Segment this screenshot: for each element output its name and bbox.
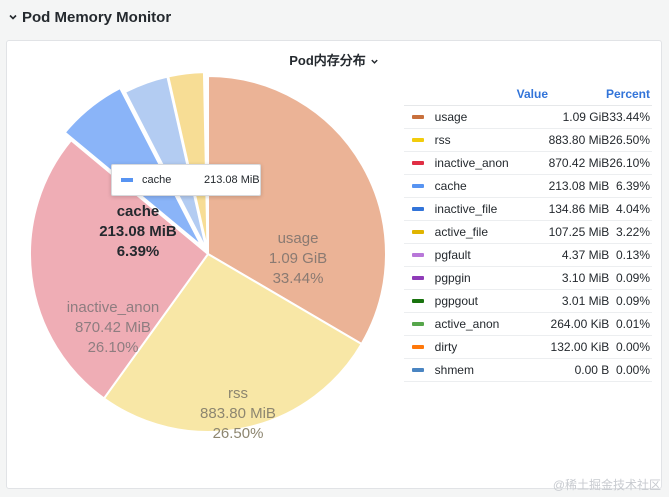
- pie-label-percent: 33.44%: [273, 270, 324, 287]
- legend-series-value: 107.25 MiB: [548, 225, 610, 239]
- legend-series-name[interactable]: active_anon: [434, 317, 500, 331]
- legend-series-percent: 0.13%: [615, 248, 651, 262]
- legend-series-value: 264.00 KiB: [550, 317, 610, 331]
- pie-chart[interactable]: usage 1.09 GiB 33.44% rss 883.80 MiB 26.50% in…: [7, 41, 402, 490]
- legend-row-inactive-file[interactable]: inactive_file 134.86 MiB 4.04%: [404, 198, 652, 221]
- pie-label-cache: cache 213.08 MiB 6.39%: [99, 203, 177, 260]
- legend-swatch[interactable]: [412, 322, 424, 326]
- legend-series-value: 1.09 GiB: [562, 110, 610, 124]
- legend-series-percent: 0.09%: [615, 271, 651, 285]
- legend-series-percent: 0.00%: [615, 340, 651, 354]
- legend-series-percent: 3.22%: [615, 225, 651, 239]
- legend-percent-header[interactable]: Percent: [605, 87, 650, 101]
- chevron-down-icon[interactable]: [370, 54, 379, 69]
- legend-series-percent: 4.04%: [615, 202, 651, 216]
- pie-label-value: 883.80 MiB: [200, 405, 276, 422]
- legend-series-percent: 26.50%: [609, 133, 651, 147]
- legend-series-percent: 0.00%: [615, 363, 651, 377]
- legend-row-active-file[interactable]: active_file 107.25 MiB 3.22%: [404, 221, 652, 244]
- pie-slice-active-file[interactable]: [167, 71, 209, 251]
- legend-series-name[interactable]: pgpgout: [434, 294, 479, 308]
- tooltip-swatch: [121, 178, 133, 182]
- legend-series-value: 3.10 MiB: [561, 271, 610, 285]
- legend-series-percent: 0.09%: [615, 294, 651, 308]
- legend-row-usage[interactable]: usage 1.09 GiB 33.44%: [404, 106, 652, 129]
- legend-row-active-anon[interactable]: active_anon 264.00 KiB 0.01%: [404, 313, 652, 336]
- pie-label-usage: usage 1.09 GiB 33.44%: [269, 230, 327, 287]
- pie-label-value: 213.08 MiB: [99, 223, 177, 240]
- legend-series-percent: 0.01%: [615, 317, 651, 331]
- legend-series-percent: 6.39%: [615, 179, 651, 193]
- tooltip-series-value: 213.08 MiB: [204, 174, 260, 186]
- legend-series-value: 870.42 MiB: [548, 156, 610, 170]
- legend-swatch[interactable]: [412, 253, 424, 257]
- legend-series-name[interactable]: rss: [434, 133, 451, 147]
- tooltip-series-name: cache: [142, 174, 172, 186]
- row-title[interactable]: Pod Memory Monitor: [22, 8, 172, 26]
- legend-swatch[interactable]: [412, 207, 424, 211]
- legend-series-percent: 26.10%: [609, 156, 651, 170]
- legend-series-name[interactable]: shmem: [434, 363, 474, 377]
- legend-row-shmem[interactable]: shmem 0.00 B 0.00%: [404, 359, 652, 382]
- legend-series-value: 4.37 MiB: [561, 248, 610, 262]
- pie-label-name: cache: [117, 203, 160, 220]
- legend-series-name[interactable]: dirty: [434, 340, 458, 354]
- legend-header: Value Percent: [404, 83, 652, 106]
- pie-chart-panel: Pod内存分布 usage 1.09 GiB 33.44% rss 883.80 MiB…: [6, 40, 662, 489]
- legend-series-name[interactable]: inactive_anon: [434, 156, 509, 170]
- legend-series-value: 134.86 MiB: [548, 202, 610, 216]
- legend-series-name[interactable]: inactive_file: [434, 202, 498, 216]
- watermark: @稀土掘金技术社区: [552, 478, 661, 492]
- legend-row-cache[interactable]: cache 213.08 MiB 6.39%: [404, 175, 652, 198]
- legend-series-value: 132.00 KiB: [550, 340, 610, 354]
- legend-row-pgpgin[interactable]: pgpgin 3.10 MiB 0.09%: [404, 267, 652, 290]
- pie-tooltip: cache 213.08 MiB: [111, 164, 261, 196]
- legend-row-inactive-anon[interactable]: inactive_anon 870.42 MiB 26.10%: [404, 152, 652, 175]
- pie-label-name: rss: [228, 385, 248, 402]
- legend-row-pgfault[interactable]: pgfault 4.37 MiB 0.13%: [404, 244, 652, 267]
- pie-label-percent: 26.50%: [213, 425, 264, 442]
- pie-slice-rss[interactable]: [102, 252, 363, 433]
- legend-value-header[interactable]: Value: [516, 87, 548, 101]
- legend-series-name[interactable]: pgfault: [434, 248, 471, 262]
- legend-swatch[interactable]: [412, 345, 424, 349]
- pie-label-name: usage: [278, 230, 319, 247]
- pie-label-rss: rss 883.80 MiB 26.50%: [200, 385, 276, 442]
- legend-row-pgpgout[interactable]: pgpgout 3.01 MiB 0.09%: [404, 290, 652, 313]
- legend-series-name[interactable]: usage: [434, 110, 468, 124]
- legend-swatch[interactable]: [412, 184, 424, 188]
- legend-series-value: 883.80 MiB: [548, 133, 610, 147]
- legend-series-value: 3.01 MiB: [561, 294, 610, 308]
- pie-label-percent: 6.39%: [117, 243, 160, 260]
- legend-swatch[interactable]: [412, 161, 424, 165]
- row-header[interactable]: Pod Memory Monitor: [0, 0, 669, 34]
- pie-label-value: 870.42 MiB: [75, 319, 151, 336]
- chevron-down-icon[interactable]: [6, 10, 20, 24]
- pie-label-name: inactive_anon: [67, 299, 160, 316]
- legend-swatch[interactable]: [412, 276, 424, 280]
- pie-label-value: 1.09 GiB: [269, 250, 327, 267]
- pie-slice-inactive-anon[interactable]: [29, 138, 210, 400]
- panel-title-button[interactable]: Pod内存分布: [7, 50, 661, 69]
- pie-label-percent: 26.10%: [88, 339, 139, 356]
- legend-swatch[interactable]: [412, 138, 424, 142]
- pie-slice-usage[interactable]: [207, 74, 387, 346]
- legend-table: Value Percent usage 1.09 GiB 33.44% rss 883.…: [404, 83, 652, 382]
- legend-swatch[interactable]: [412, 115, 424, 119]
- legend-series-percent: 33.44%: [609, 110, 651, 124]
- legend-swatch[interactable]: [412, 368, 424, 372]
- legend-series-value: 0.00 B: [574, 363, 610, 377]
- legend-row-rss[interactable]: rss 883.80 MiB 26.50%: [404, 129, 652, 152]
- legend-series-value: 213.08 MiB: [548, 179, 610, 193]
- legend-swatch[interactable]: [412, 230, 424, 234]
- legend-swatch[interactable]: [412, 299, 424, 303]
- legend-series-name[interactable]: pgpgin: [434, 271, 471, 285]
- panel-title[interactable]: Pod内存分布: [289, 53, 366, 68]
- legend-series-name[interactable]: active_file: [434, 225, 489, 239]
- pie-label-inactive-anon: inactive_anon 870.42 MiB 26.10%: [67, 299, 160, 356]
- legend-series-name[interactable]: cache: [434, 179, 467, 193]
- legend-row-dirty[interactable]: dirty 132.00 KiB 0.00%: [404, 336, 652, 359]
